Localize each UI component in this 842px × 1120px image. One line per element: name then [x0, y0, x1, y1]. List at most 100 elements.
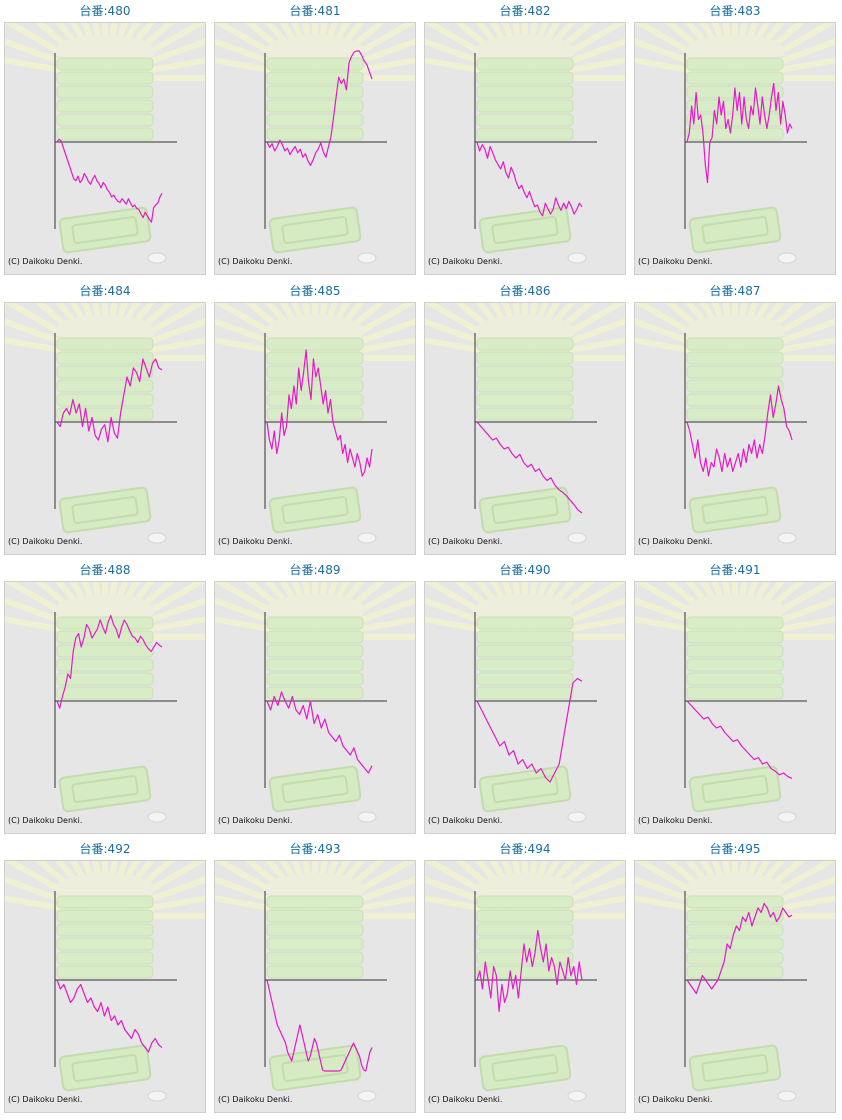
slump-graph — [635, 861, 835, 1102]
chart-frame: (C) Daikoku Denki. — [214, 860, 416, 1113]
slump-graph — [215, 23, 415, 264]
chart-panel: 台番:480 (C) Daikoku Denki. — [0, 0, 210, 280]
chart-title[interactable]: 台番:492 — [79, 842, 131, 856]
machine-artwork-background — [215, 861, 415, 1102]
chart-panel: 台番:491 (C) Daikoku Denki. — [630, 559, 840, 839]
machine-artwork-background — [635, 861, 835, 1102]
copyright-text: (C) Daikoku Denki. — [218, 257, 293, 266]
slump-graph — [425, 582, 625, 823]
chart-frame: (C) Daikoku Denki. — [214, 302, 416, 555]
series-line — [476, 677, 583, 783]
series-line — [266, 979, 373, 1072]
chart-title[interactable]: 台番:494 — [499, 842, 551, 856]
copyright-text: (C) Daikoku Denki. — [638, 537, 713, 546]
copyright-text: (C) Daikoku Denki. — [8, 816, 83, 825]
machine-artwork-background — [5, 582, 205, 823]
chart-frame: (C) Daikoku Denki. — [424, 302, 626, 555]
chart-panel: 台番:490 (C) Daikoku Denki. — [420, 559, 630, 839]
copyright-text: (C) Daikoku Denki. — [428, 257, 503, 266]
series-line — [56, 138, 163, 223]
chart-frame: (C) Daikoku Denki. — [4, 302, 206, 555]
slump-graph — [425, 23, 625, 264]
copyright-text: (C) Daikoku Denki. — [428, 537, 503, 546]
series-line — [266, 349, 373, 477]
series-line — [56, 614, 163, 709]
slump-graph — [425, 303, 625, 544]
slump-graph — [215, 861, 415, 1102]
chart-frame: (C) Daikoku Denki. — [4, 581, 206, 834]
chart-panel: 台番:494 (C) Daikoku Denki. — [420, 838, 630, 1118]
machine-artwork-background — [5, 23, 205, 264]
series-line — [266, 691, 373, 774]
series-line — [476, 421, 583, 514]
slump-graph — [5, 582, 205, 823]
slump-graph — [635, 582, 835, 823]
chart-title[interactable]: 台番:489 — [289, 563, 341, 577]
chart-frame: (C) Daikoku Denki. — [634, 581, 836, 834]
chart-panel: 台番:492 (C) Daikoku Denki. — [0, 838, 210, 1118]
chart-title[interactable]: 台番:486 — [499, 284, 551, 298]
chart-panel: 台番:482 (C) Daikoku Denki. — [420, 0, 630, 280]
series-line — [266, 50, 373, 166]
chart-title[interactable]: 台番:482 — [499, 4, 551, 18]
copyright-text: (C) Daikoku Denki. — [428, 1095, 503, 1104]
chart-title[interactable]: 台番:491 — [709, 563, 761, 577]
machine-artwork-background — [5, 861, 205, 1102]
slump-graph — [425, 861, 625, 1102]
slump-graph — [5, 23, 205, 264]
copyright-text: (C) Daikoku Denki. — [218, 816, 293, 825]
copyright-text: (C) Daikoku Denki. — [218, 537, 293, 546]
chart-panel: 台番:486 (C) Daikoku Denki. — [420, 280, 630, 560]
machine-artwork-background — [635, 582, 835, 823]
machine-artwork-background — [215, 303, 415, 544]
chart-frame: (C) Daikoku Denki. — [214, 581, 416, 834]
slump-graph — [5, 303, 205, 544]
chart-title[interactable]: 台番:488 — [79, 563, 131, 577]
copyright-text: (C) Daikoku Denki. — [218, 1095, 293, 1104]
machine-artwork-background — [425, 23, 625, 264]
chart-panel: 台番:487 (C) Daikoku Denki. — [630, 280, 840, 560]
chart-title[interactable]: 台番:484 — [79, 284, 131, 298]
chart-title[interactable]: 台番:480 — [79, 4, 131, 18]
machine-artwork-background — [5, 303, 205, 544]
machine-artwork-background — [215, 582, 415, 823]
chart-panel: 台番:493 (C) Daikoku Denki. — [210, 838, 420, 1118]
chart-panel: 台番:485 (C) Daikoku Denki. — [210, 280, 420, 560]
machine-artwork-background — [425, 861, 625, 1102]
chart-title[interactable]: 台番:487 — [709, 284, 761, 298]
series-line — [476, 141, 583, 217]
chart-frame: (C) Daikoku Denki. — [424, 22, 626, 275]
chart-frame: (C) Daikoku Denki. — [214, 22, 416, 275]
slump-graph — [5, 861, 205, 1102]
chart-title[interactable]: 台番:490 — [499, 563, 551, 577]
chart-panel: 台番:483 (C) Daikoku Denki. — [630, 0, 840, 280]
copyright-text: (C) Daikoku Denki. — [638, 1095, 713, 1104]
series-line — [686, 385, 793, 477]
slump-graph — [635, 23, 835, 264]
chart-title[interactable]: 台番:493 — [289, 842, 341, 856]
slump-graph — [215, 582, 415, 823]
chart-panel: 台番:495 (C) Daikoku Denki. — [630, 838, 840, 1118]
chart-frame: (C) Daikoku Denki. — [4, 860, 206, 1113]
copyright-text: (C) Daikoku Denki. — [428, 816, 503, 825]
series-line — [686, 700, 793, 779]
chart-title[interactable]: 台番:495 — [709, 842, 761, 856]
chart-title[interactable]: 台番:481 — [289, 4, 341, 18]
copyright-text: (C) Daikoku Denki. — [8, 537, 83, 546]
series-line — [686, 902, 793, 995]
chart-frame: (C) Daikoku Denki. — [4, 22, 206, 275]
slump-graph — [215, 303, 415, 544]
chart-frame: (C) Daikoku Denki. — [424, 860, 626, 1113]
chart-title[interactable]: 台番:485 — [289, 284, 341, 298]
chart-panel: 台番:488 (C) Daikoku Denki. — [0, 559, 210, 839]
chart-title[interactable]: 台番:483 — [709, 4, 761, 18]
copyright-text: (C) Daikoku Denki. — [8, 1095, 83, 1104]
machine-artwork-background — [635, 303, 835, 544]
machine-artwork-background — [635, 23, 835, 264]
copyright-text: (C) Daikoku Denki. — [638, 257, 713, 266]
series-line — [686, 82, 793, 184]
copyright-text: (C) Daikoku Denki. — [638, 816, 713, 825]
machine-artwork-background — [215, 23, 415, 264]
machine-artwork-background — [425, 303, 625, 544]
